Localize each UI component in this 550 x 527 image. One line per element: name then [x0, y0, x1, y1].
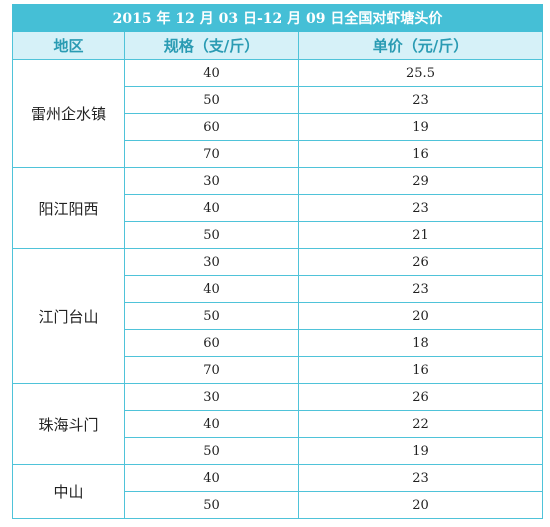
- table-row: 50 20: [13, 491, 543, 519]
- table-row: 雷州企水镇 40 25.5: [12, 59, 543, 168]
- price-table-container: 2015 年 12 月 03 日-12 月 09 日全国对虾塘头价 地区 规格（…: [12, 4, 543, 519]
- price-cell: 26: [298, 248, 543, 276]
- table-row: 50 20: [13, 302, 543, 330]
- header-spec: 规格（支/斤）: [124, 31, 299, 60]
- table-row: 70 16: [13, 140, 543, 168]
- region-cell: 江门台山: [12, 248, 125, 384]
- table-row: 40 22: [13, 410, 543, 438]
- spec-cell: 40: [124, 464, 299, 492]
- price-cell: 23: [298, 464, 543, 492]
- price-cell: 19: [298, 113, 543, 141]
- region-cell: 阳江阳西: [12, 167, 125, 249]
- price-cell: 18: [298, 329, 543, 357]
- spec-cell: 40: [124, 410, 299, 438]
- price-table: 2015 年 12 月 03 日-12 月 09 日全国对虾塘头价 地区 规格（…: [12, 4, 543, 519]
- price-cell: 26: [298, 383, 543, 411]
- spec-cell: 50: [124, 86, 299, 114]
- table-row: 60 19: [13, 113, 543, 141]
- table-title: 2015 年 12 月 03 日-12 月 09 日全国对虾塘头价: [12, 4, 543, 32]
- region-cell: 珠海斗门: [12, 383, 125, 465]
- price-cell: 22: [298, 410, 543, 438]
- price-cell: 23: [298, 86, 543, 114]
- table-row: 江门台山 30 26: [12, 248, 543, 384]
- region-cell: 中山: [12, 464, 125, 519]
- price-cell: 29: [298, 167, 543, 195]
- table-row: 40 23: [13, 194, 543, 222]
- table-row: 50 21: [13, 221, 543, 249]
- spec-cell: 50: [124, 491, 299, 519]
- table-row: 60 18: [13, 329, 543, 357]
- price-cell: 23: [298, 275, 543, 303]
- price-cell: 21: [298, 221, 543, 249]
- price-cell: 20: [298, 491, 543, 519]
- header-price: 单价（元/斤）: [298, 31, 543, 60]
- price-cell: 23: [298, 194, 543, 222]
- spec-cell: 50: [124, 302, 299, 330]
- title-row: 2015 年 12 月 03 日-12 月 09 日全国对虾塘头价: [12, 4, 543, 32]
- spec-cell: 30: [124, 248, 299, 276]
- price-cell: 19: [298, 437, 543, 465]
- spec-cell: 50: [124, 221, 299, 249]
- price-cell: 25.5: [298, 59, 543, 87]
- price-cell: 20: [298, 302, 543, 330]
- spec-cell: 60: [124, 113, 299, 141]
- spec-cell: 40: [124, 194, 299, 222]
- table-row: 中山 40 23: [12, 464, 543, 519]
- spec-cell: 30: [124, 167, 299, 195]
- table-row: 40 23: [13, 275, 543, 303]
- header-row: 地区 规格（支/斤） 单价（元/斤）: [12, 31, 543, 60]
- spec-cell: 50: [124, 437, 299, 465]
- spec-cell: 70: [124, 140, 299, 168]
- header-region: 地区: [12, 31, 125, 60]
- price-cell: 16: [298, 140, 543, 168]
- spec-cell: 70: [124, 356, 299, 384]
- region-cell: 雷州企水镇: [12, 59, 125, 168]
- spec-cell: 60: [124, 329, 299, 357]
- price-cell: 16: [298, 356, 543, 384]
- table-body: 雷州企水镇 40 25.5 50 23 60 19 70 16 阳江阳西 30 …: [12, 59, 543, 519]
- spec-cell: 40: [124, 275, 299, 303]
- table-row: 50 23: [13, 86, 543, 114]
- table-row: 珠海斗门 30 26: [12, 383, 543, 465]
- table-row: 阳江阳西 30 29: [12, 167, 543, 249]
- spec-cell: 40: [124, 59, 299, 87]
- spec-cell: 30: [124, 383, 299, 411]
